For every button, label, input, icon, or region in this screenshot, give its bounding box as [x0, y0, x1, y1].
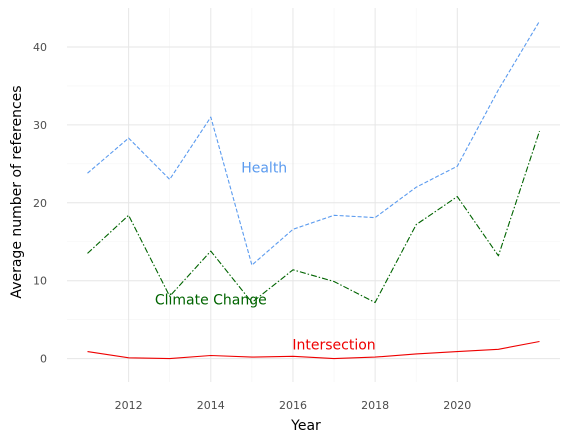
y-tick-label: 20: [33, 197, 47, 210]
series-labels: Health Climate Change Intersection: [155, 161, 376, 354]
x-axis-ticks: 2012 2014 2016 2018 2020: [115, 399, 472, 412]
series-label-intersection: Intersection: [292, 338, 375, 354]
y-tick-label: 10: [33, 275, 47, 288]
series-line-climate-change: [87, 130, 541, 304]
x-tick-label: 2018: [361, 399, 389, 412]
y-axis-ticks: 0 10 20 30 40: [33, 41, 47, 366]
series-label-health: Health: [241, 161, 287, 177]
x-tick-label: 2016: [279, 399, 307, 412]
series-lines: [87, 20, 541, 360]
y-tick-label: 40: [33, 41, 47, 54]
y-tick-label: 0: [40, 353, 47, 366]
series-line-intersection: [87, 340, 540, 360]
x-tick-label: 2020: [443, 399, 471, 412]
y-tick-label: 30: [33, 119, 47, 132]
y-axis-title: Average number of references: [9, 85, 25, 298]
x-axis-title: Year: [290, 418, 321, 434]
grid-lines: [67, 8, 560, 382]
x-tick-label: 2014: [197, 399, 225, 412]
series-line-health: [87, 20, 540, 266]
x-tick-label: 2012: [115, 399, 143, 412]
series-label-climate-change: Climate Change: [155, 292, 267, 308]
